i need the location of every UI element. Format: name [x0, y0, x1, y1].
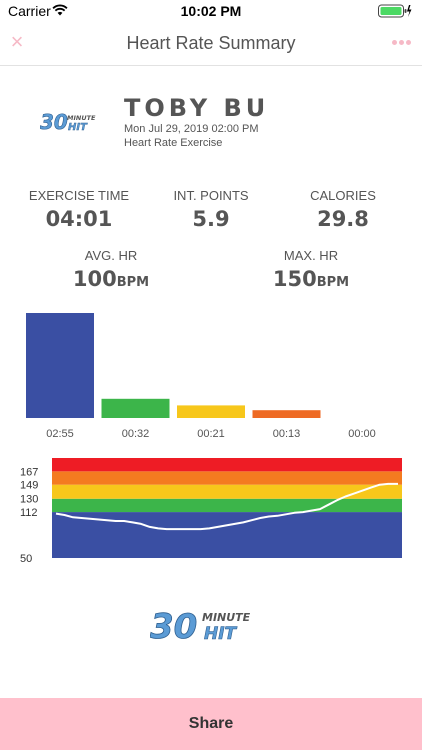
calories-label: CALORIES [310, 188, 376, 203]
y-tick-label: 112 [20, 507, 38, 519]
more-icon[interactable] [388, 30, 414, 56]
user-name: TOBY BU [124, 94, 270, 122]
hr-zone-band-1 [52, 512, 402, 558]
page-title: Heart Rate Summary [126, 33, 296, 53]
close-icon[interactable]: × [10, 29, 24, 54]
zone-bar-1 [26, 313, 94, 418]
exercise-time-stat: EXERCISE TIME 04:01 [24, 188, 134, 231]
max-hr-value: 150 [272, 267, 317, 291]
avg-hr-unit: BPM [116, 275, 150, 290]
avg-hr-label: AVG. HR [84, 248, 138, 263]
zone-bar-2 [101, 398, 170, 418]
carrier-label: Carrier [8, 3, 51, 19]
logo-word-top: MINUTE [202, 611, 251, 624]
hr-zone-band-4 [52, 471, 402, 485]
int-points-value: 5.9 [192, 207, 230, 231]
logo-word-bottom: HIT [68, 122, 88, 133]
session-date: Mon Jul 29, 2019 02:00 PM [124, 123, 259, 135]
logo-word-top: MINUTE [67, 114, 96, 122]
zone-time-chart: 02:55 00:32 00:21 00:13 00:00 [26, 313, 376, 440]
exercise-time-value: 04:01 [45, 207, 113, 231]
hr-zone-band-2 [52, 498, 402, 513]
avg-hr-value: 100 [72, 267, 117, 291]
avg-hr-stat: AVG. HR 100BPM [56, 248, 166, 291]
zone-bar-label: 00:13 [273, 428, 301, 440]
y-tick-label: 130 [20, 494, 38, 506]
zone-bar-label: 02:55 [46, 428, 74, 440]
max-hr-stat: MAX. HR 150BPM [256, 248, 366, 291]
session-type: Heart Rate Exercise [124, 137, 223, 149]
zone-bar-4 [252, 410, 321, 418]
calories-stat: CALORIES 29.8 [288, 188, 398, 231]
zone-bar-3 [177, 405, 245, 418]
wifi-icon [52, 4, 68, 16]
zone-bar-label: 00:21 [197, 428, 225, 440]
brand-logo-large: 30 MINUTE HIT [150, 607, 251, 646]
max-hr-label: MAX. HR [283, 248, 339, 263]
int-points-label: INT. POINTS [173, 188, 249, 203]
status-time: 10:02 PM [180, 3, 242, 19]
share-label: Share [188, 715, 234, 732]
heart-rate-line [55, 482, 398, 531]
int-points-stat: INT. POINTS 5.9 [156, 188, 266, 231]
battery-charging-icon [378, 4, 412, 18]
share-button[interactable]: Share [0, 698, 422, 750]
max-hr-unit: BPM [316, 275, 350, 290]
logo-number: 30 [150, 607, 197, 646]
hr-zone-band-5 [52, 458, 402, 472]
exercise-time-label: EXERCISE TIME [28, 188, 130, 203]
nav-bar: × Heart Rate Summary [0, 22, 422, 66]
y-tick-label: 50 [20, 553, 32, 565]
y-tick-label: 167 [20, 466, 38, 478]
zone-bar-label: 00:32 [122, 428, 150, 440]
brand-logo-small: 30 MINUTE HIT [40, 110, 96, 134]
status-bar: Carrier 10:02 PM [0, 0, 422, 22]
logo-number: 30 [40, 110, 68, 134]
y-tick-label: 149 [20, 480, 38, 492]
zone-bar-label: 00:00 [348, 428, 376, 440]
calories-value: 29.8 [317, 207, 369, 231]
logo-word-bottom: HIT [204, 624, 238, 644]
hr-zone-band-3 [52, 484, 402, 499]
